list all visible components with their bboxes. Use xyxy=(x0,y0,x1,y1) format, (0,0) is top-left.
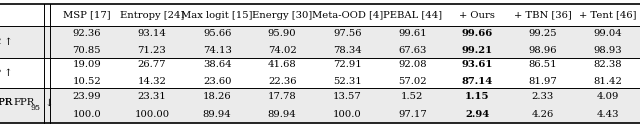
Text: Meta-OOD [4]: Meta-OOD [4] xyxy=(312,10,383,20)
Text: 97.17: 97.17 xyxy=(398,110,427,118)
Text: 41.68: 41.68 xyxy=(268,60,296,69)
Text: 13.57: 13.57 xyxy=(333,92,362,101)
Text: 95.90: 95.90 xyxy=(268,29,296,38)
Text: 1.15: 1.15 xyxy=(465,92,490,101)
Text: 93.14: 93.14 xyxy=(138,29,166,38)
Text: 95: 95 xyxy=(30,104,40,112)
Text: 18.26: 18.26 xyxy=(203,92,232,101)
Text: 26.77: 26.77 xyxy=(138,60,166,69)
Text: 99.04: 99.04 xyxy=(593,29,622,38)
Text: + TBN [36]: + TBN [36] xyxy=(513,10,572,20)
Text: 4.26: 4.26 xyxy=(531,110,554,118)
Text: 67.63: 67.63 xyxy=(398,46,426,56)
Text: 1.52: 1.52 xyxy=(401,92,424,101)
Text: 10.52: 10.52 xyxy=(72,77,101,86)
Text: 100.00: 100.00 xyxy=(134,110,170,118)
Text: 95.66: 95.66 xyxy=(203,29,231,38)
Text: 14.32: 14.32 xyxy=(138,77,166,86)
Text: 98.93: 98.93 xyxy=(593,46,622,56)
Text: 4.43: 4.43 xyxy=(596,110,619,118)
Text: Energy [30]: Energy [30] xyxy=(252,10,312,20)
Text: 52.31: 52.31 xyxy=(333,77,362,86)
Text: 4.09: 4.09 xyxy=(596,92,619,101)
Text: + Ours: + Ours xyxy=(460,10,495,20)
Text: Max logit [15]: Max logit [15] xyxy=(181,10,253,20)
Text: 23.60: 23.60 xyxy=(203,77,231,86)
Text: MSP [17]: MSP [17] xyxy=(63,10,111,20)
Text: 89.94: 89.94 xyxy=(268,110,296,118)
Text: FPR: FPR xyxy=(13,98,35,107)
Text: 23.99: 23.99 xyxy=(72,92,101,101)
Text: FPR: FPR xyxy=(0,98,13,107)
Text: 78.34: 78.34 xyxy=(333,46,362,56)
Text: AP ↑: AP ↑ xyxy=(0,69,13,78)
Text: 99.21: 99.21 xyxy=(462,46,493,56)
Text: 38.64: 38.64 xyxy=(203,60,232,69)
Text: 23.31: 23.31 xyxy=(138,92,166,101)
Text: 99.61: 99.61 xyxy=(398,29,427,38)
Text: 17.78: 17.78 xyxy=(268,92,296,101)
Text: 22.36: 22.36 xyxy=(268,77,296,86)
Text: + Tent [46]: + Tent [46] xyxy=(579,10,636,20)
Text: 98.96: 98.96 xyxy=(528,46,557,56)
Text: 100.0: 100.0 xyxy=(72,110,101,118)
Text: FPR: FPR xyxy=(0,98,13,107)
Text: 81.42: 81.42 xyxy=(593,77,622,86)
Text: 57.02: 57.02 xyxy=(398,77,427,86)
Text: 72.91: 72.91 xyxy=(333,60,362,69)
Text: 100.0: 100.0 xyxy=(333,110,362,118)
Text: 81.97: 81.97 xyxy=(528,77,557,86)
Text: 99.66: 99.66 xyxy=(461,29,493,38)
Text: 93.61: 93.61 xyxy=(461,60,493,69)
Text: 89.94: 89.94 xyxy=(203,110,232,118)
Text: ↓: ↓ xyxy=(42,98,53,107)
Text: 71.23: 71.23 xyxy=(138,46,166,56)
Bar xyxy=(0,26,640,58)
Text: 74.02: 74.02 xyxy=(268,46,296,56)
Text: 92.08: 92.08 xyxy=(398,60,427,69)
Text: 86.51: 86.51 xyxy=(528,60,557,69)
Text: 2.33: 2.33 xyxy=(531,92,554,101)
Text: 70.85: 70.85 xyxy=(72,46,101,56)
Text: 92.36: 92.36 xyxy=(73,29,101,38)
Text: 74.13: 74.13 xyxy=(203,46,232,56)
Text: 2.94: 2.94 xyxy=(465,110,490,118)
Text: AUC ↑: AUC ↑ xyxy=(0,38,13,47)
Text: 97.56: 97.56 xyxy=(333,29,362,38)
Text: Entropy [24]: Entropy [24] xyxy=(120,10,184,20)
Bar xyxy=(0,88,640,122)
Text: PEBAL [44]: PEBAL [44] xyxy=(383,10,442,20)
Text: 19.09: 19.09 xyxy=(72,60,101,69)
Text: 82.38: 82.38 xyxy=(593,60,622,69)
Text: 99.25: 99.25 xyxy=(528,29,557,38)
Text: 87.14: 87.14 xyxy=(461,77,493,86)
